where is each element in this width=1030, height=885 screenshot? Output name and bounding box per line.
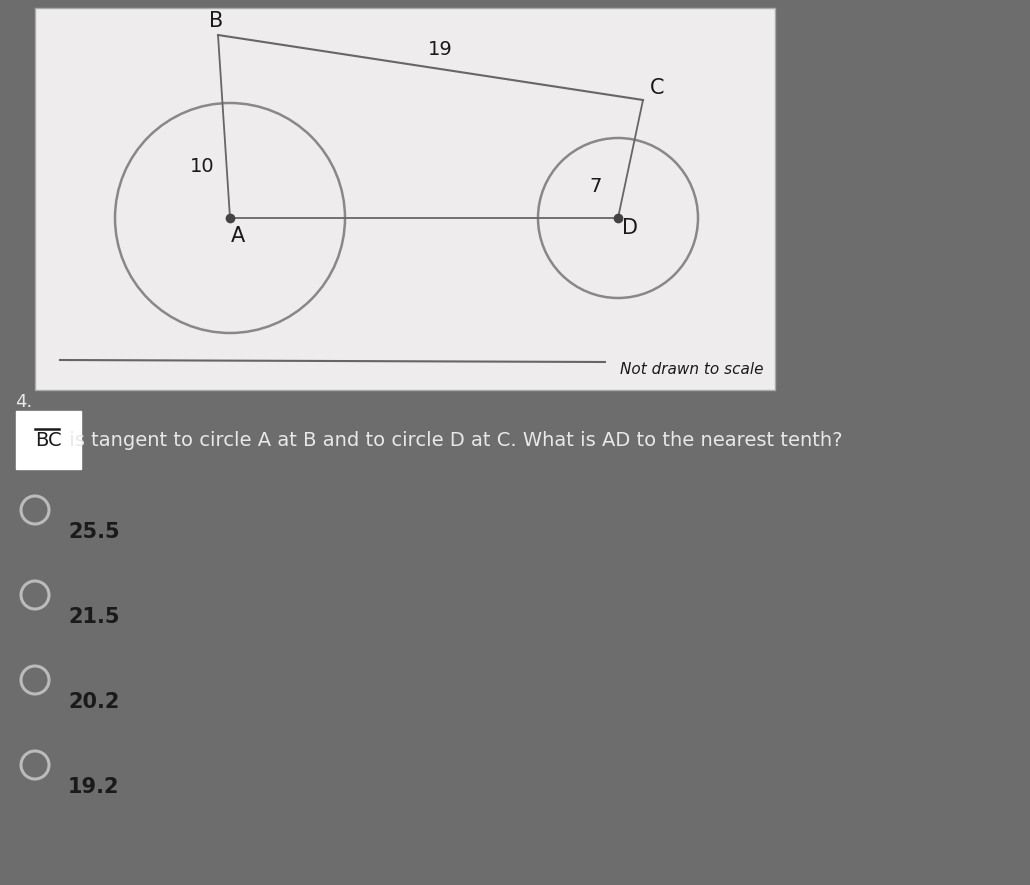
Text: B: B: [209, 11, 224, 31]
Text: 20.2: 20.2: [68, 692, 119, 712]
Bar: [35, 8, 775, 390]
Text: 10: 10: [190, 157, 214, 175]
Text: Not drawn to scale: Not drawn to scale: [619, 363, 763, 378]
Text: 19: 19: [428, 40, 453, 59]
Text: BC: BC: [35, 430, 62, 450]
Text: 25.5: 25.5: [68, 522, 119, 542]
Text: is tangent to circle A at B and to circle D at C. What is AD to the nearest tent: is tangent to circle A at B and to circl…: [63, 430, 843, 450]
Text: 7: 7: [590, 176, 603, 196]
Text: 19.2: 19.2: [68, 777, 119, 797]
Text: D: D: [622, 218, 638, 238]
Text: 4.: 4.: [15, 393, 32, 411]
Text: A: A: [231, 226, 245, 246]
Text: 21.5: 21.5: [68, 607, 119, 627]
Text: C: C: [650, 78, 664, 98]
